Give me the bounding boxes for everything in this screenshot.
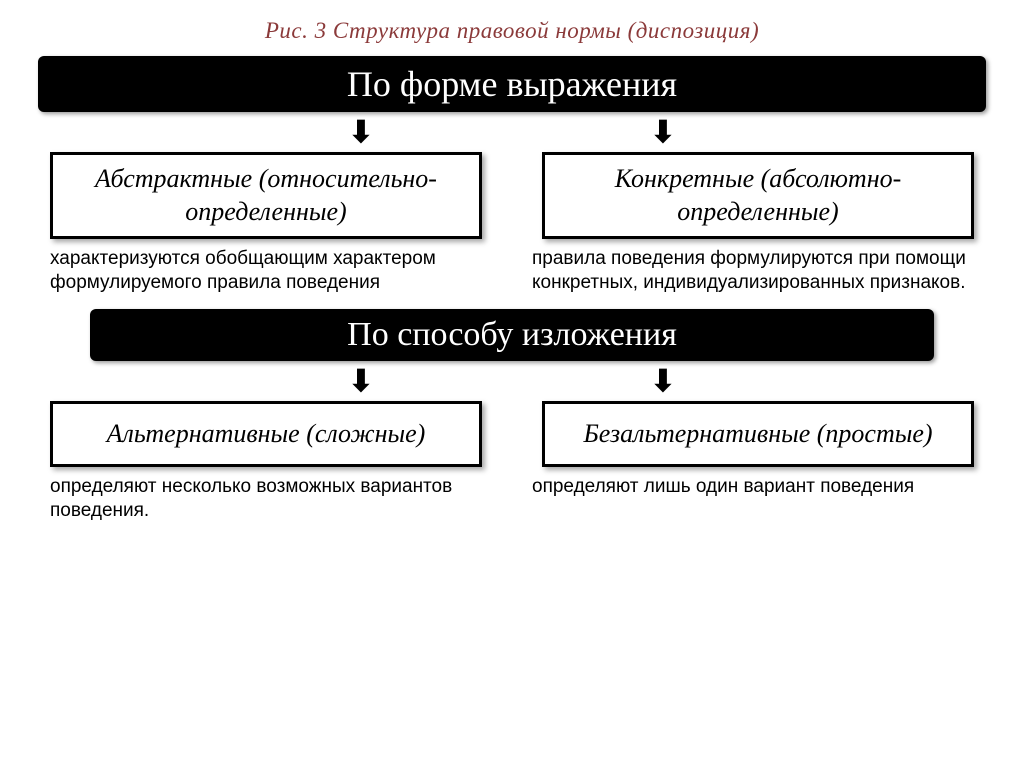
section2-arrows: ⬇ ⬇: [30, 367, 994, 397]
section1-header: По форме выражения: [38, 56, 986, 112]
section1-right-box: Конкретные (абсолютно-определенные): [542, 152, 974, 239]
arrow-down-icon: ⬇: [650, 367, 675, 397]
section2-left-desc: определяют несколько возможных вариантов…: [50, 475, 492, 523]
section2-descriptions: определяют несколько возможных вариантов…: [30, 475, 994, 523]
section1-boxes: Абстрактные (относительно-определенные) …: [30, 152, 994, 239]
section1-right-desc: правила поведения формулируются при помо…: [532, 247, 974, 295]
section2-header: По способу изложения: [90, 309, 934, 361]
section2-right-box: Безальтернативные (простые): [542, 401, 974, 468]
figure-caption: Рис. 3 Структура правовой нормы (диспози…: [30, 18, 994, 44]
section1-arrows: ⬇ ⬇: [30, 118, 994, 148]
arrow-down-icon: ⬇: [348, 367, 373, 397]
section2-left-box: Альтернативные (сложные): [50, 401, 482, 468]
section2-boxes: Альтернативные (сложные) Безальтернативн…: [30, 401, 994, 468]
section2-right-desc: определяют лишь один вариант поведения: [532, 475, 974, 523]
section1-descriptions: характеризуются обобщающим характером фо…: [30, 247, 994, 295]
arrow-down-icon: ⬇: [348, 118, 373, 148]
arrow-down-icon: ⬇: [650, 118, 675, 148]
section1-left-desc: характеризуются обобщающим характером фо…: [50, 247, 492, 295]
section1-left-box: Абстрактные (относительно-определенные): [50, 152, 482, 239]
